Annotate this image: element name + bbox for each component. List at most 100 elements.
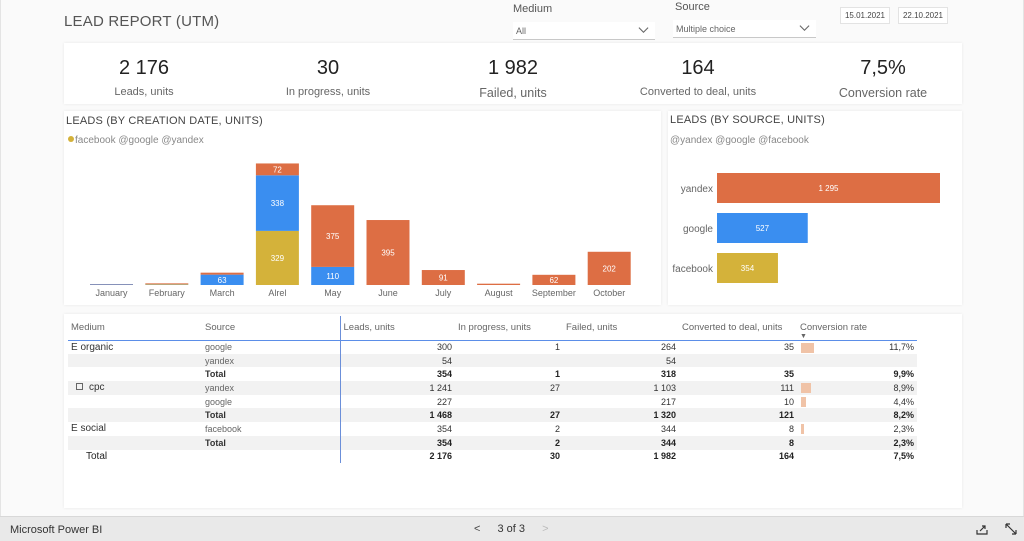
bar-segment-yandex[interactable]	[145, 283, 189, 285]
bar-google[interactable]	[717, 213, 808, 243]
medium-cell: E organic	[71, 341, 114, 353]
x-tick-label: October	[593, 288, 625, 298]
chart-legend: @yandex @google @facebook	[670, 135, 809, 146]
source-slicer-value: Multiple choice	[676, 24, 736, 34]
column-header-sorted[interactable]: Conversion rate ▼	[797, 316, 917, 341]
table-row[interactable]: cpc yandex 1 241 27 1 103 111 8,9%	[68, 381, 917, 395]
bar-segment-google[interactable]	[90, 284, 133, 285]
bar-segment-facebook[interactable]	[255, 230, 299, 285]
date-from-input[interactable]: 15.01.2021	[840, 7, 890, 24]
value-cell: 27	[455, 408, 563, 423]
bar-segment-yandex[interactable]	[587, 251, 631, 285]
source-slicer[interactable]: Multiple choice	[673, 20, 816, 38]
value-cell: 354	[339, 367, 455, 382]
share-icon[interactable]	[975, 522, 989, 536]
value-cell: 54	[339, 353, 455, 368]
table-row[interactable]: yandex 54 54	[68, 353, 917, 368]
value-cell: 8	[788, 423, 794, 434]
conversion-rate-value: 2,3%	[893, 437, 914, 448]
value-cell: 264	[660, 342, 676, 353]
kpi-card: 2 176 Leads, units 30 In progress, units…	[64, 43, 962, 104]
bar-segment-yandex[interactable]	[200, 272, 244, 275]
value-cell: 318	[660, 369, 676, 380]
value-cell: 10	[783, 396, 794, 407]
conversion-rate-cell: 2,3%	[797, 422, 917, 436]
bar-segment-google[interactable]	[311, 266, 355, 285]
value-cell: 344	[563, 435, 679, 450]
value-cell: 27	[455, 381, 563, 395]
value-cell: 354	[339, 435, 455, 450]
value-cell: 111	[679, 381, 797, 395]
chart-title: LEADS (BY SOURCE, UNITS)	[670, 114, 825, 126]
medium-cell	[68, 353, 202, 368]
y-tick-label: yandex	[681, 184, 713, 195]
value-cell: 35	[783, 369, 794, 380]
next-page-button[interactable]: >	[542, 523, 549, 535]
value-cell: 121	[679, 408, 797, 423]
bar-segment-yandex[interactable]	[311, 205, 355, 267]
medium-label: cpc	[89, 382, 105, 394]
kpi-value: 30	[316, 57, 340, 79]
medium-slicer[interactable]: All	[513, 22, 655, 40]
footer-bar: Microsoft Power BI < 3 of 3 >	[0, 516, 1024, 541]
table-row[interactable]: google 227 217 10 4,4%	[68, 394, 917, 409]
medium-cell	[68, 395, 202, 409]
column-header[interactable]: Failed, units	[563, 316, 679, 341]
chart-legend: facebook @google @yandex	[68, 135, 204, 146]
conversion-rate-value: 8,2%	[893, 410, 914, 421]
previous-page-button[interactable]: <	[474, 523, 481, 535]
bar-segment-yandex[interactable]	[255, 163, 299, 176]
value-cell: 2	[455, 435, 563, 450]
data-label: 202	[603, 264, 617, 273]
table-total-row[interactable]: Total 2 176 30 1 982 164 7,5%	[68, 449, 917, 464]
bar-segment-yandex[interactable]	[477, 283, 521, 285]
x-tick-label: August	[485, 288, 514, 298]
table-row[interactable]: E social facebook 354 2 344 8 2,3%	[68, 422, 917, 436]
x-tick-label: June	[378, 288, 398, 298]
bar-segment-yandex[interactable]	[532, 274, 576, 285]
table-total-row[interactable]: Total 354 2 344 8 2,3%	[68, 435, 917, 450]
expand-toggle-icon[interactable]	[76, 383, 83, 391]
value-cell: 54	[563, 353, 679, 368]
kpi-value: 2 176	[118, 57, 170, 79]
value-cell: 1 320	[563, 408, 679, 423]
matrix-header-row: Medium Source Leads, units In progress, …	[68, 316, 917, 341]
table-row[interactable]: E organic google 300 1 264 35 11,7%	[68, 340, 917, 354]
leads-by-source-chart[interactable]: LEADS (BY SOURCE, UNITS) @yandex @google…	[668, 111, 962, 305]
column-header[interactable]: Leads, units	[339, 316, 455, 341]
leads-by-date-chart[interactable]: LEADS (BY CREATION DATE, UNITS) facebook…	[64, 111, 661, 305]
source-cell: yandex	[202, 353, 340, 368]
brand-link[interactable]: Microsoft Power BI	[10, 524, 103, 536]
kpi-value: 164	[681, 57, 715, 79]
table-total-row[interactable]: Total 354 1 318 35 9,9%	[68, 367, 917, 382]
bar-segment-yandex[interactable]	[366, 220, 410, 285]
conversion-rate-value: 2,3%	[893, 423, 914, 434]
value-cell: 1 982	[653, 451, 676, 462]
fullscreen-icon[interactable]	[1004, 522, 1018, 536]
source-cell: facebook	[205, 423, 242, 434]
data-label: 354	[741, 264, 755, 273]
bar-segment-google[interactable]	[255, 175, 299, 231]
column-header[interactable]: Source	[202, 316, 340, 341]
conversion-data-bar	[801, 383, 811, 394]
column-header[interactable]: Medium	[68, 316, 202, 341]
value-cell: 8	[679, 435, 797, 450]
bar-segment-google[interactable]	[200, 274, 244, 285]
bar-facebook[interactable]	[717, 253, 778, 283]
column-header[interactable]: In progress, units	[455, 316, 563, 341]
leads-matrix[interactable]: Medium Source Leads, units In progress, …	[64, 314, 962, 508]
date-to-input[interactable]: 22.10.2021	[898, 7, 948, 24]
table-total-row[interactable]: Total 1 468 27 1 320 121 8,2%	[68, 408, 917, 423]
data-label: 527	[756, 224, 770, 233]
x-tick-label: May	[324, 288, 342, 298]
bar-segment-yandex[interactable]	[421, 270, 465, 285]
conversion-rate-cell	[797, 353, 917, 368]
bar-yandex[interactable]	[717, 173, 940, 203]
column-header[interactable]: Converted to deal, units	[679, 316, 797, 341]
data-label: 1 295	[818, 184, 839, 193]
data-label: 338	[271, 199, 285, 208]
medium-cell	[68, 408, 202, 423]
medium-slicer-label: Medium	[513, 3, 553, 15]
y-tick-label: google	[683, 224, 713, 235]
data-label: 110	[326, 272, 339, 281]
